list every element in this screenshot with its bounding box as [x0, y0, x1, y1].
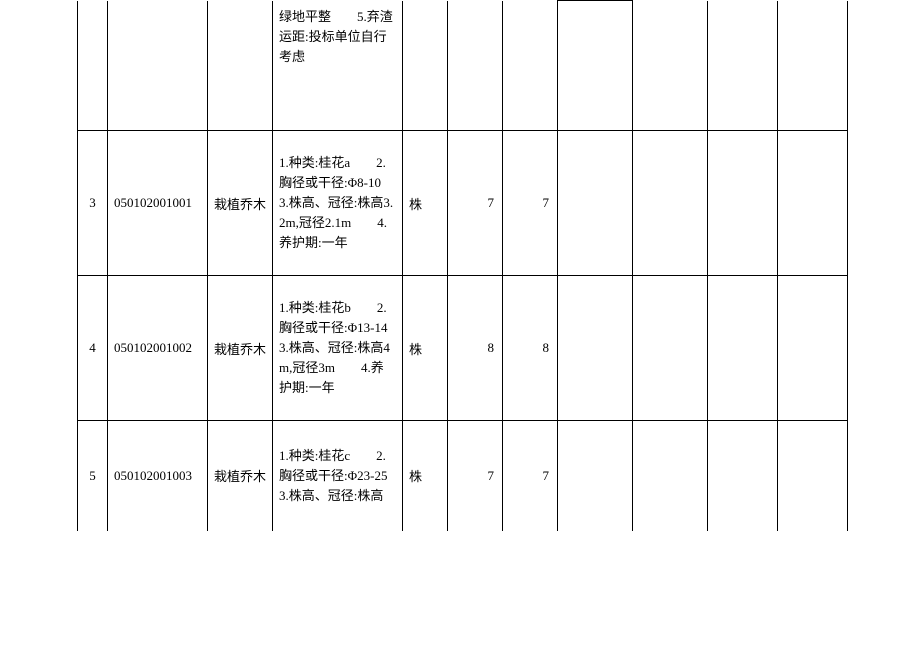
table-body: 绿地平整 5.弃渣运距:投标单位自行考虑 3 050102001001 栽植乔木…	[78, 1, 848, 531]
cell-c10	[708, 131, 778, 276]
cell-c11	[778, 131, 848, 276]
cell-c8	[558, 421, 633, 531]
cell-qty1	[448, 1, 503, 131]
cell-unit: 株	[403, 131, 448, 276]
cell-description: 绿地平整 5.弃渣运距:投标单位自行考虑	[273, 1, 403, 131]
cell-c9	[633, 276, 708, 421]
cell-c8	[558, 276, 633, 421]
table-row: 5 050102001003 栽植乔木 1.种类:桂花c 2.胸径或干径:Φ23…	[78, 421, 848, 531]
cell-name: 栽植乔木	[208, 276, 273, 421]
cell-qty2	[503, 1, 558, 131]
cell-index	[78, 1, 108, 131]
cell-index: 4	[78, 276, 108, 421]
cell-unit: 株	[403, 421, 448, 531]
cell-c9	[633, 131, 708, 276]
table-row: 绿地平整 5.弃渣运距:投标单位自行考虑	[78, 1, 848, 131]
cell-name	[208, 1, 273, 131]
bill-of-quantities-table-wrap: 绿地平整 5.弃渣运距:投标单位自行考虑 3 050102001001 栽植乔木…	[77, 0, 847, 531]
cell-qty1: 7	[448, 421, 503, 531]
cell-c11	[778, 421, 848, 531]
cell-c8	[558, 1, 633, 131]
cell-c9	[633, 421, 708, 531]
cell-name: 栽植乔木	[208, 131, 273, 276]
cell-c9	[633, 1, 708, 131]
cell-c10	[708, 1, 778, 131]
cell-qty2: 8	[503, 276, 558, 421]
cell-index: 3	[78, 131, 108, 276]
cell-description: 1.种类:桂花b 2.胸径或干径:Φ13-14 3.株高、冠径:株高4m,冠径3…	[273, 276, 403, 421]
bill-of-quantities-table: 绿地平整 5.弃渣运距:投标单位自行考虑 3 050102001001 栽植乔木…	[77, 0, 848, 531]
cell-c11	[778, 1, 848, 131]
cell-code: 050102001001	[108, 131, 208, 276]
cell-code	[108, 1, 208, 131]
cell-description: 1.种类:桂花c 2.胸径或干径:Φ23-25 3.株高、冠径:株高	[273, 421, 403, 531]
table-row: 3 050102001001 栽植乔木 1.种类:桂花a 2.胸径或干径:Φ8-…	[78, 131, 848, 276]
cell-code: 050102001003	[108, 421, 208, 531]
cell-c10	[708, 421, 778, 531]
cell-unit	[403, 1, 448, 131]
cell-name: 栽植乔木	[208, 421, 273, 531]
cell-unit: 株	[403, 276, 448, 421]
table-row: 4 050102001002 栽植乔木 1.种类:桂花b 2.胸径或干径:Φ13…	[78, 276, 848, 421]
cell-c10	[708, 276, 778, 421]
cell-qty1: 8	[448, 276, 503, 421]
cell-qty2: 7	[503, 421, 558, 531]
cell-c11	[778, 276, 848, 421]
cell-qty1: 7	[448, 131, 503, 276]
cell-qty2: 7	[503, 131, 558, 276]
cell-c8	[558, 131, 633, 276]
cell-index: 5	[78, 421, 108, 531]
cell-description: 1.种类:桂花a 2.胸径或干径:Φ8-10 3.株高、冠径:株高3.2m,冠径…	[273, 131, 403, 276]
cell-code: 050102001002	[108, 276, 208, 421]
